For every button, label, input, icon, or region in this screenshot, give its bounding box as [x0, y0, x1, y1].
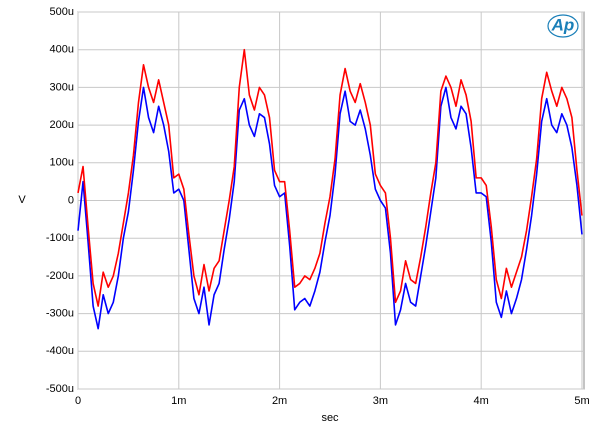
series-line	[77, 86, 583, 330]
y-tick-label: 200u	[50, 119, 74, 131]
x-tick-label: 4m	[474, 395, 489, 407]
x-axis-label: sec	[321, 412, 339, 424]
y-tick-label: 500u	[50, 6, 74, 18]
x-tick-label: 0	[75, 395, 81, 407]
y-tick-label: 0	[68, 194, 74, 206]
x-tick-label: 5m	[574, 395, 589, 407]
y-tick-label: 100u	[50, 157, 74, 169]
y-tick-label: -400u	[46, 345, 74, 357]
y-tick-label: -300u	[46, 308, 74, 320]
x-tick-label: 2m	[272, 395, 287, 407]
y-tick-label: 300u	[50, 81, 74, 93]
y-tick-label: 400u	[50, 44, 74, 56]
series-line	[77, 48, 583, 307]
y-tick-label: -500u	[46, 383, 74, 395]
x-tick-label: 1m	[171, 395, 186, 407]
y-tick-label: -200u	[46, 270, 74, 282]
y-axis-label: V	[18, 194, 26, 206]
y-tick-label: -100u	[46, 232, 74, 244]
x-tick-label: 3m	[373, 395, 388, 407]
logo-ring	[547, 14, 579, 38]
logo: Ap	[551, 15, 575, 34]
